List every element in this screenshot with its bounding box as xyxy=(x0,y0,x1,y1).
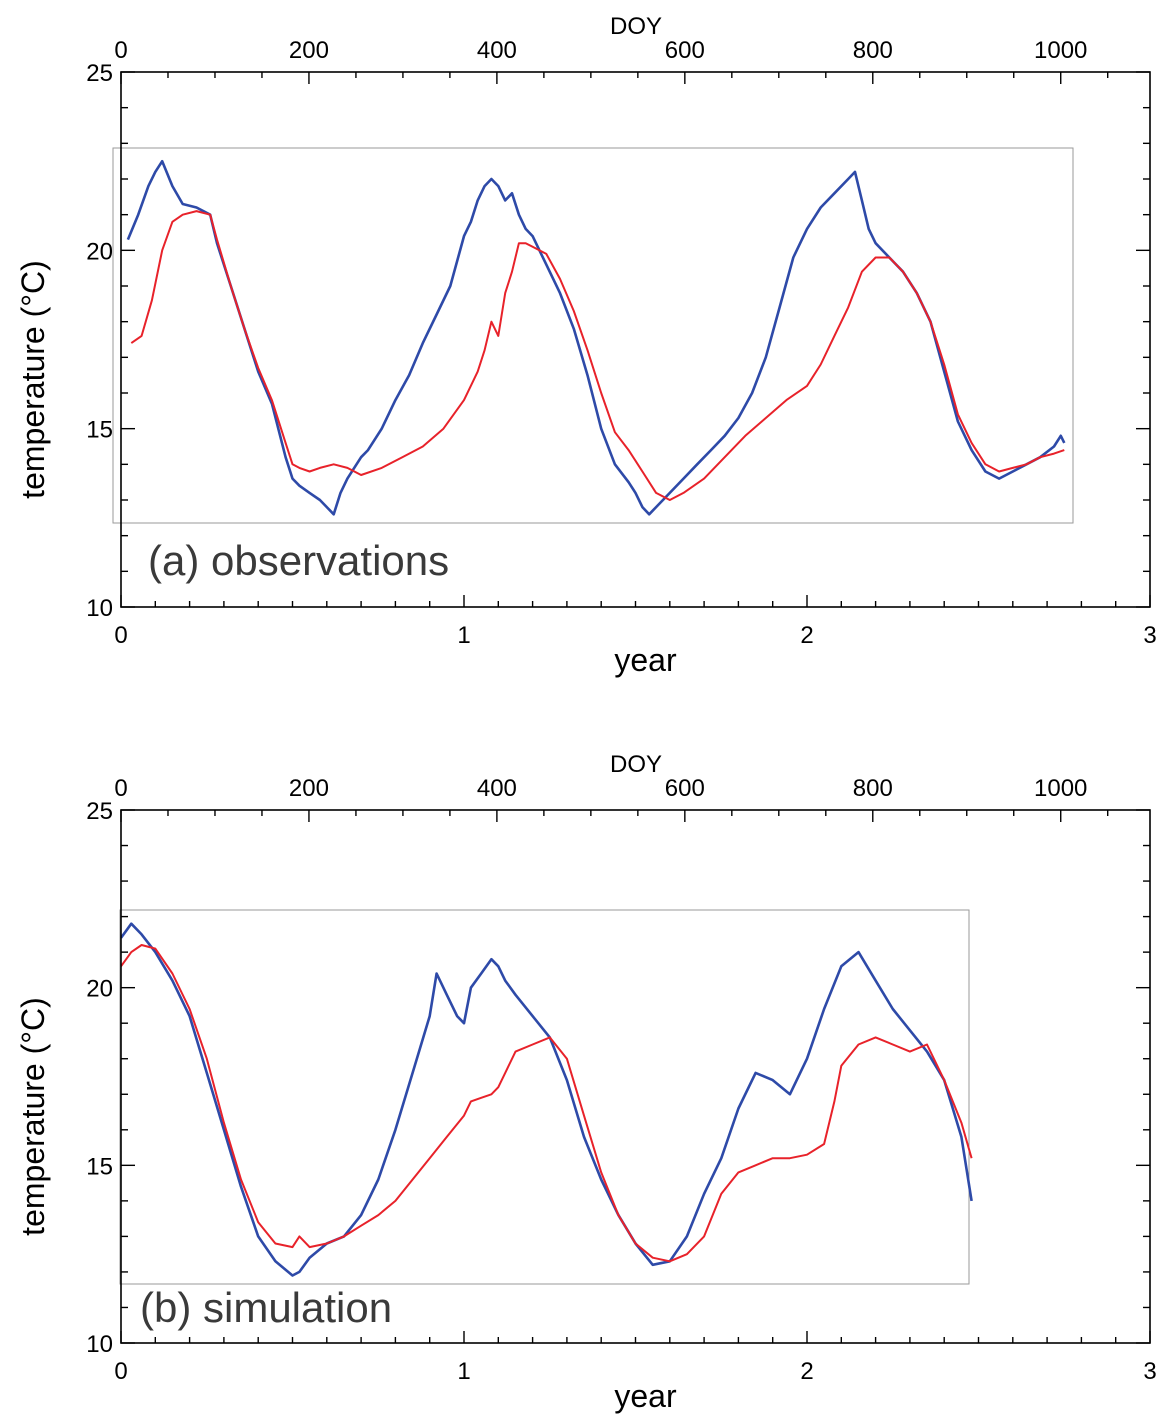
panel-observations: 0 1 2 3 0 200 400 600 800 1000 10 15 20 25 year DOY temp… xyxy=(15,13,1157,678)
plot-frame xyxy=(120,71,1151,608)
y-tick-label: 20 xyxy=(86,976,113,1003)
x2-tick-label: 400 xyxy=(477,37,517,64)
x2-tick-label: 0 xyxy=(114,37,127,64)
x2-tick-label: 400 xyxy=(477,775,517,802)
y-axis-title: temperature (°C) xyxy=(15,997,51,1236)
x2-tick-label: 200 xyxy=(289,775,329,802)
x2-axis-title: DOY xyxy=(610,13,662,40)
series-line-1 xyxy=(130,210,1065,501)
panel-label: (a) observations xyxy=(148,537,449,584)
x-tick-label: 3 xyxy=(1143,622,1156,649)
x2-tick-label: 600 xyxy=(665,775,705,802)
x-tick-label: 2 xyxy=(800,622,813,649)
x2-tick-label: 0 xyxy=(114,775,127,802)
x-axis-title: year xyxy=(614,1378,677,1414)
x2-tick-label: 1000 xyxy=(1034,37,1087,64)
series-line-1 xyxy=(120,944,973,1263)
y-axis-title: temperature (°C) xyxy=(15,260,51,499)
panel-label: (b) simulation xyxy=(140,1284,392,1331)
x-tick-label: 1 xyxy=(457,622,470,649)
y-tick-label: 15 xyxy=(86,417,113,444)
x-tick-label: 3 xyxy=(1143,1358,1156,1385)
series-line-0 xyxy=(119,922,973,1277)
x2-tick-label: 200 xyxy=(289,37,329,64)
x2-tick-label: 1000 xyxy=(1034,775,1087,802)
x-tick-label: 1 xyxy=(457,1358,470,1385)
x2-tick-label: 800 xyxy=(853,37,893,64)
inner-frame xyxy=(119,909,970,1285)
x2-tick-label: 600 xyxy=(665,37,705,64)
x2-tick-label: 800 xyxy=(853,775,893,802)
x-tick-label: 2 xyxy=(800,1358,813,1385)
y-tick-label: 25 xyxy=(86,60,113,87)
x-tick-label: 0 xyxy=(114,622,127,649)
plot-frame xyxy=(120,809,1151,1344)
x2-axis-title: DOY xyxy=(610,751,662,778)
panel-simulation: 0 1 2 3 0 200 400 600 800 1000 10 15 20 25 year DOY temp… xyxy=(15,751,1157,1414)
inner-frame xyxy=(112,147,1074,524)
x-axis-title: year xyxy=(614,642,677,678)
y-tick-label: 10 xyxy=(86,595,113,622)
y-tick-label: 20 xyxy=(86,238,113,265)
series-line-0 xyxy=(126,159,1066,516)
y-tick-label: 15 xyxy=(86,1153,113,1180)
y-tick-label: 25 xyxy=(86,798,113,825)
y-tick-label: 10 xyxy=(86,1331,113,1358)
x-tick-label: 0 xyxy=(114,1358,127,1385)
